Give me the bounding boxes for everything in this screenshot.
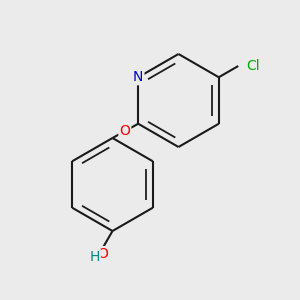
Text: H: H [89,250,100,264]
Text: O: O [97,247,108,261]
Text: O: O [119,124,130,138]
Text: Cl: Cl [246,59,260,73]
Text: N: N [133,70,143,84]
